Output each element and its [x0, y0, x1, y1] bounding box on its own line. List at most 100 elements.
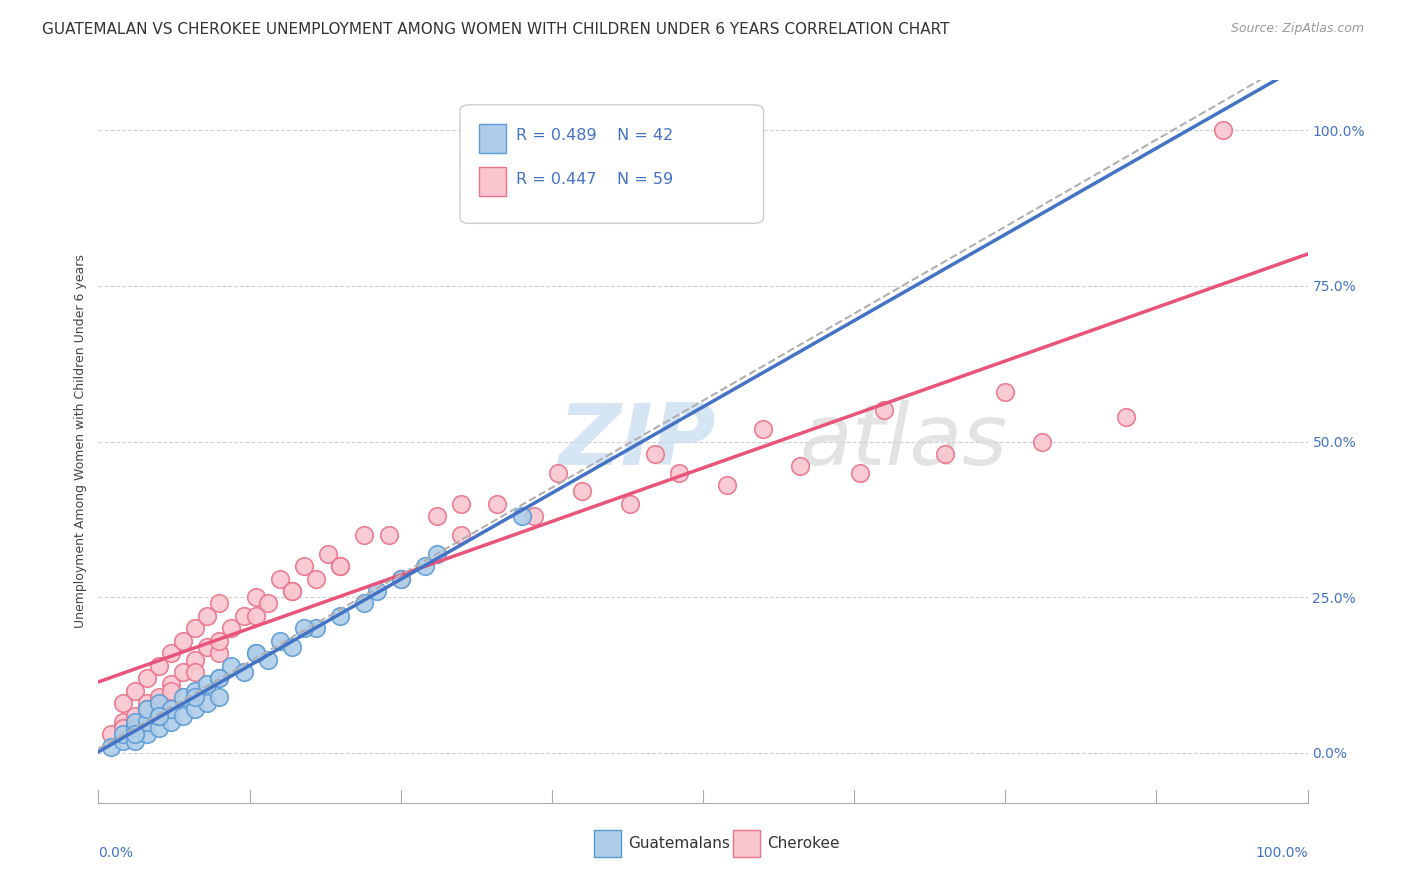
Cherokee: [1031, 434, 1053, 449]
Guatemalans: [426, 547, 449, 561]
Guatemalans: [221, 658, 243, 673]
Cherokee: [292, 559, 315, 574]
Cherokee: [668, 466, 690, 480]
Guatemalans: [256, 652, 278, 666]
Cherokee: [994, 384, 1017, 399]
Cherokee: [644, 447, 666, 461]
Guatemalans: [135, 714, 157, 729]
Guatemalans: [124, 721, 146, 735]
Guatemalans: [389, 572, 412, 586]
Cherokee: [111, 696, 134, 710]
Cherokee: [124, 708, 146, 723]
Cherokee: [377, 528, 399, 542]
Guatemalans: [184, 702, 207, 716]
Cherokee: [523, 509, 546, 524]
Cherokee: [571, 484, 593, 499]
Guatemalans: [160, 702, 183, 716]
Text: ZIP: ZIP: [558, 400, 716, 483]
Cherokee: [752, 422, 775, 436]
Guatemalans: [160, 714, 183, 729]
Cherokee: [232, 609, 254, 624]
Guatemalans: [329, 609, 352, 624]
Guatemalans: [135, 727, 157, 741]
Cherokee: [135, 702, 157, 716]
Cherokee: [269, 572, 291, 586]
Cherokee: [256, 597, 278, 611]
Guatemalans: [208, 671, 231, 685]
Guatemalans: [232, 665, 254, 679]
Guatemalans: [510, 509, 533, 524]
Cherokee: [789, 459, 811, 474]
Guatemalans: [124, 714, 146, 729]
Cherokee: [172, 665, 194, 679]
Bar: [479, 124, 506, 153]
Cherokee: [245, 609, 267, 624]
Cherokee: [208, 597, 231, 611]
Guatemalans: [208, 671, 231, 685]
Guatemalans: [269, 633, 291, 648]
Guatemalans: [245, 646, 267, 660]
Cherokee: [486, 497, 509, 511]
Guatemalans: [281, 640, 304, 654]
Guatemalans: [100, 739, 122, 754]
Guatemalans: [148, 721, 170, 735]
Cherokee: [281, 584, 304, 599]
Guatemalans: [172, 690, 194, 704]
Cherokee: [389, 572, 412, 586]
Guatemalans: [292, 621, 315, 635]
Cherokee: [1115, 409, 1137, 424]
Cherokee: [619, 497, 641, 511]
Guatemalans: [195, 696, 218, 710]
Cherokee: [135, 696, 157, 710]
Cherokee: [221, 621, 243, 635]
Cherokee: [450, 497, 472, 511]
Text: R = 0.447    N = 59: R = 0.447 N = 59: [516, 172, 672, 186]
Cherokee: [934, 447, 956, 461]
Guatemalans: [184, 690, 207, 704]
Text: 100.0%: 100.0%: [1256, 847, 1308, 860]
Guatemalans: [208, 690, 231, 704]
Cherokee: [450, 528, 472, 542]
Cherokee: [281, 584, 304, 599]
Guatemalans: [148, 708, 170, 723]
Text: GUATEMALAN VS CHEROKEE UNEMPLOYMENT AMONG WOMEN WITH CHILDREN UNDER 6 YEARS CORR: GUATEMALAN VS CHEROKEE UNEMPLOYMENT AMON…: [42, 22, 949, 37]
Text: 0.0%: 0.0%: [98, 847, 134, 860]
Cherokee: [184, 652, 207, 666]
Guatemalans: [124, 727, 146, 741]
Guatemalans: [413, 559, 436, 574]
Guatemalans: [353, 597, 375, 611]
Cherokee: [124, 683, 146, 698]
Cherokee: [160, 677, 183, 691]
Cherokee: [316, 547, 339, 561]
Text: atlas: atlas: [800, 400, 1008, 483]
Cherokee: [135, 671, 157, 685]
Cherokee: [184, 621, 207, 635]
Guatemalans: [148, 696, 170, 710]
Cherokee: [547, 466, 569, 480]
Guatemalans: [305, 621, 328, 635]
Text: R = 0.489    N = 42: R = 0.489 N = 42: [516, 128, 673, 144]
Guatemalans: [195, 677, 218, 691]
Cherokee: [160, 683, 183, 698]
Cherokee: [353, 528, 375, 542]
Cherokee: [184, 665, 207, 679]
Guatemalans: [111, 733, 134, 747]
Cherokee: [208, 633, 231, 648]
Guatemalans: [172, 708, 194, 723]
Cherokee: [426, 509, 449, 524]
Cherokee: [208, 646, 231, 660]
Cherokee: [172, 633, 194, 648]
Text: Cherokee: Cherokee: [768, 836, 839, 851]
Guatemalans: [124, 733, 146, 747]
Text: Source: ZipAtlas.com: Source: ZipAtlas.com: [1230, 22, 1364, 36]
Cherokee: [716, 478, 738, 492]
Cherokee: [148, 690, 170, 704]
Bar: [595, 830, 621, 857]
Guatemalans: [366, 584, 388, 599]
Cherokee: [873, 403, 896, 417]
Guatemalans: [111, 727, 134, 741]
Cherokee: [160, 646, 183, 660]
Y-axis label: Unemployment Among Women with Children Under 6 years: Unemployment Among Women with Children U…: [75, 254, 87, 629]
Text: Guatemalans: Guatemalans: [628, 836, 730, 851]
Guatemalans: [148, 708, 170, 723]
